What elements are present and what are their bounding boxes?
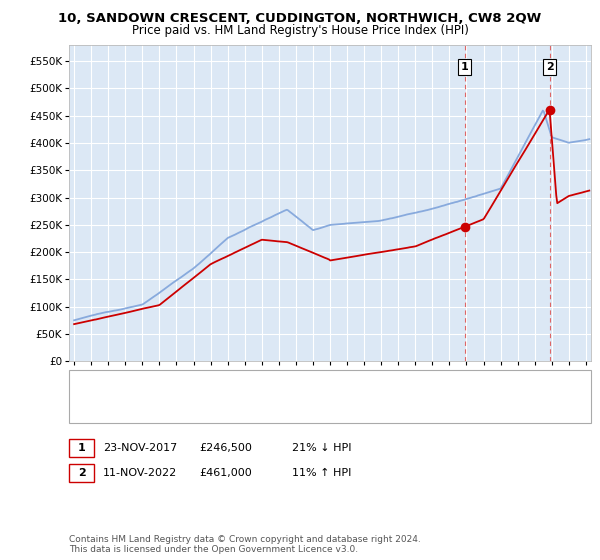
Text: 10, SANDOWN CRESCENT, CUDDINGTON, NORTHWICH, CW8 2QW (detached house): 10, SANDOWN CRESCENT, CUDDINGTON, NORTHW… [118,377,556,387]
Text: 21% ↓ HPI: 21% ↓ HPI [292,443,352,453]
Text: £246,500: £246,500 [199,443,252,453]
Text: 2: 2 [545,62,553,72]
Text: 11-NOV-2022: 11-NOV-2022 [103,468,178,478]
Text: HPI: Average price, detached house, Cheshire West and Chester: HPI: Average price, detached house, Ches… [118,403,453,412]
Text: £461,000: £461,000 [199,468,252,478]
Text: 2: 2 [78,468,85,478]
Text: 1: 1 [461,62,469,72]
Text: 23-NOV-2017: 23-NOV-2017 [103,443,178,453]
Text: 11% ↑ HPI: 11% ↑ HPI [292,468,352,478]
Text: 10, SANDOWN CRESCENT, CUDDINGTON, NORTHWICH, CW8 2QW: 10, SANDOWN CRESCENT, CUDDINGTON, NORTHW… [58,12,542,25]
Text: Contains HM Land Registry data © Crown copyright and database right 2024.
This d: Contains HM Land Registry data © Crown c… [69,535,421,554]
Text: 1: 1 [78,443,85,453]
Text: Price paid vs. HM Land Registry's House Price Index (HPI): Price paid vs. HM Land Registry's House … [131,24,469,37]
